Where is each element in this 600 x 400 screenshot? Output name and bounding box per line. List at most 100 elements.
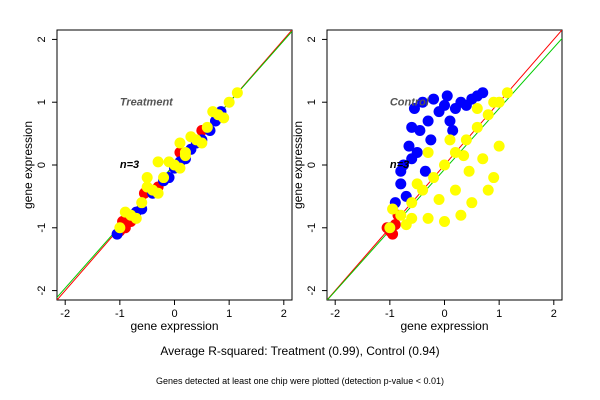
data-point-yellow bbox=[488, 96, 500, 108]
x-tick-label: 0 bbox=[171, 308, 177, 320]
data-point-blue bbox=[425, 134, 437, 146]
data-point-yellow bbox=[158, 172, 170, 184]
data-point-blue bbox=[406, 153, 418, 165]
scatter-points bbox=[381, 87, 513, 240]
data-point-yellow bbox=[444, 134, 456, 146]
data-point-yellow bbox=[114, 222, 126, 234]
y-tick-label: -2 bbox=[36, 286, 48, 296]
x-axis-label: gene expression bbox=[400, 319, 488, 333]
x-tick-label: -2 bbox=[60, 308, 70, 320]
panel-title: Control bbox=[390, 96, 430, 108]
data-point-yellow bbox=[460, 134, 472, 146]
x-tick-label: -2 bbox=[330, 308, 340, 320]
data-point-yellow bbox=[141, 172, 153, 184]
data-point-yellow bbox=[433, 194, 445, 206]
data-point-yellow bbox=[174, 137, 186, 149]
x-tick-label: 2 bbox=[551, 308, 557, 320]
data-point-blue bbox=[403, 140, 415, 152]
data-point-yellow bbox=[207, 106, 219, 118]
data-point-blue bbox=[477, 87, 489, 99]
scatter-points bbox=[111, 87, 243, 240]
data-point-yellow bbox=[384, 222, 396, 234]
data-point-yellow bbox=[406, 212, 418, 224]
plot-footnote: Genes detected at least one chip were pl… bbox=[156, 376, 444, 386]
data-point-yellow bbox=[406, 197, 418, 209]
data-point-yellow bbox=[152, 156, 164, 168]
y-tick-label: 2 bbox=[306, 36, 318, 42]
x-tick-label: 0 bbox=[441, 308, 447, 320]
x-tick-label: -1 bbox=[115, 308, 125, 320]
y-tick-label: -1 bbox=[36, 223, 48, 233]
data-point-yellow bbox=[488, 172, 500, 184]
data-point-blue bbox=[444, 115, 456, 127]
data-point-blue bbox=[395, 178, 407, 190]
data-point-yellow bbox=[163, 156, 175, 168]
treatment-scatter-panel: -2 -2 -1 -1 0 0 1 1 2 2 gene expression gene expres… bbox=[21, 29, 293, 333]
data-point-yellow bbox=[231, 87, 243, 99]
series-yellow bbox=[114, 87, 243, 234]
data-point-yellow bbox=[185, 131, 197, 143]
data-point-yellow bbox=[179, 150, 191, 162]
r-squared-summary: Average R-squared: Treatment (0.99), Con… bbox=[160, 344, 440, 358]
data-point-yellow bbox=[201, 121, 213, 133]
data-point-yellow bbox=[422, 146, 434, 158]
sample-count-annotation: n=3 bbox=[120, 159, 139, 171]
data-point-yellow bbox=[130, 212, 142, 224]
data-point-yellow bbox=[482, 184, 494, 196]
data-point-blue bbox=[447, 124, 459, 136]
control-scatter-panel: -2 -2 -1 -1 0 0 1 1 2 2 gene expression gene expres… bbox=[291, 29, 563, 333]
data-point-blue bbox=[428, 93, 440, 105]
data-point-yellow bbox=[411, 178, 423, 190]
y-tick-label: 0 bbox=[36, 162, 48, 168]
data-point-yellow bbox=[482, 109, 494, 121]
data-point-yellow bbox=[428, 172, 440, 184]
data-point-yellow bbox=[471, 102, 483, 114]
data-point-yellow bbox=[136, 197, 148, 209]
data-point-blue bbox=[422, 115, 434, 127]
data-point-blue bbox=[408, 102, 420, 114]
data-point-yellow bbox=[422, 212, 434, 224]
data-point-yellow bbox=[152, 187, 164, 199]
data-point-yellow bbox=[218, 112, 230, 124]
x-axis-label: gene expression bbox=[130, 319, 218, 333]
data-point-yellow bbox=[458, 150, 470, 162]
data-point-yellow bbox=[501, 87, 513, 99]
y-tick-label: 0 bbox=[306, 162, 318, 168]
data-point-blue bbox=[395, 165, 407, 177]
y-tick-label: -1 bbox=[306, 223, 318, 233]
data-point-yellow bbox=[387, 203, 399, 215]
panel-title: Treatment bbox=[120, 96, 174, 108]
sample-count-annotation: n=3 bbox=[390, 159, 409, 171]
series-yellow bbox=[384, 87, 513, 234]
data-point-yellow bbox=[477, 153, 489, 165]
data-point-blue bbox=[441, 90, 453, 102]
y-axis-label: gene expression bbox=[21, 121, 35, 209]
data-point-blue bbox=[414, 124, 426, 136]
x-tick-label: -1 bbox=[385, 308, 395, 320]
data-point-yellow bbox=[439, 159, 450, 171]
data-point-yellow bbox=[493, 140, 505, 152]
data-point-yellow bbox=[223, 96, 235, 108]
data-point-blue bbox=[419, 165, 431, 177]
data-point-yellow bbox=[439, 216, 450, 228]
y-tick-label: 1 bbox=[306, 99, 318, 105]
x-tick-label: 1 bbox=[226, 308, 232, 320]
data-point-yellow bbox=[119, 206, 131, 218]
x-tick-label: 2 bbox=[281, 308, 287, 320]
data-point-yellow bbox=[174, 162, 186, 174]
data-point-yellow bbox=[471, 121, 483, 133]
y-tick-label: -2 bbox=[306, 286, 318, 296]
x-tick-label: 1 bbox=[496, 308, 502, 320]
data-point-yellow bbox=[466, 197, 478, 209]
y-axis-label: gene expression bbox=[291, 121, 305, 209]
data-point-blue bbox=[439, 99, 450, 111]
y-tick-label: 1 bbox=[36, 99, 48, 105]
data-point-yellow bbox=[395, 209, 407, 221]
data-point-yellow bbox=[463, 165, 475, 177]
data-point-yellow bbox=[141, 181, 153, 193]
data-point-yellow bbox=[455, 209, 467, 221]
data-point-yellow bbox=[449, 184, 461, 196]
y-tick-label: 2 bbox=[36, 36, 48, 42]
data-point-blue bbox=[417, 96, 429, 108]
